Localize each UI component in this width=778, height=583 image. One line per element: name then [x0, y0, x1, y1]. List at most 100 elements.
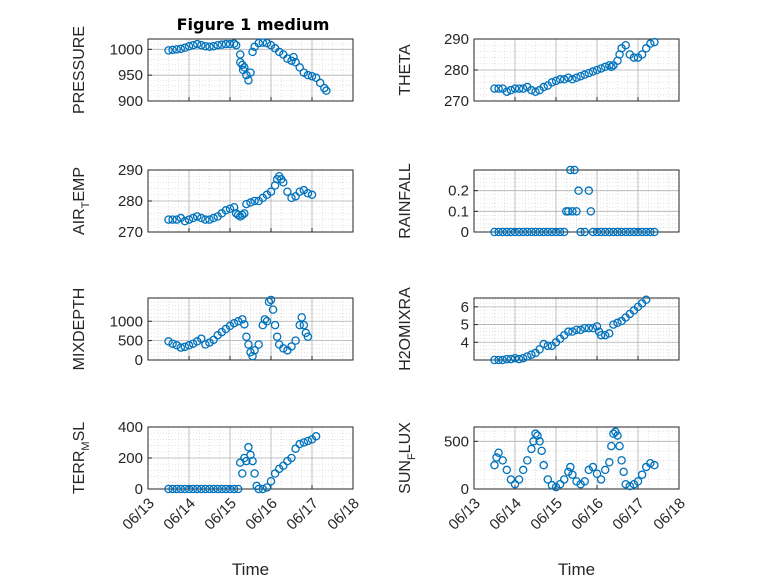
- data-point: [568, 327, 577, 336]
- data-point: [523, 352, 532, 361]
- subplot-6: 0 200 400 06/13 06/14 06/15 06/16 06/17 06/18 Tim…: [71, 419, 363, 579]
- data-point: [596, 64, 606, 73]
- subplot-5: 456 H2OMIXRA: [397, 287, 680, 371]
- data-point: [514, 227, 524, 237]
- data-point: [258, 38, 268, 47]
- data-point: [605, 329, 614, 338]
- data-point: [547, 480, 557, 490]
- data-point: [559, 475, 569, 484]
- data-point: [205, 484, 214, 494]
- data-point: [172, 45, 181, 54]
- data-point: [250, 346, 259, 355]
- data-point: [262, 38, 272, 48]
- y-axis-label-subscript: F: [406, 453, 418, 460]
- data-point: [307, 190, 317, 200]
- data-point: [607, 62, 616, 72]
- y-axis-label: SUNFLUX: [397, 422, 418, 494]
- data-point: [605, 227, 614, 237]
- data-point: [192, 484, 202, 494]
- data-point: [607, 441, 616, 451]
- y-axis-label: THETA: [397, 44, 414, 96]
- y-tick-label: 200: [118, 450, 143, 467]
- data-point: [633, 477, 643, 486]
- data-point: [201, 215, 210, 224]
- data-point: [506, 475, 516, 484]
- data-point: [217, 40, 227, 49]
- data-point: [295, 63, 304, 72]
- data-point: [164, 215, 173, 224]
- data-point: [615, 441, 624, 451]
- data-point: [617, 227, 626, 237]
- data-point: [502, 354, 512, 364]
- data-point: [225, 484, 235, 494]
- y-axis-label-subscript: T: [80, 201, 92, 208]
- data-point: [646, 39, 655, 48]
- data-point: [258, 484, 268, 494]
- data-point: [172, 215, 181, 224]
- data-point: [307, 71, 317, 81]
- data-point: [588, 323, 598, 333]
- data-point: [188, 339, 198, 348]
- data-point: [238, 60, 247, 70]
- data-point: [629, 227, 639, 237]
- data-point: [246, 198, 255, 207]
- data-point: [506, 227, 516, 237]
- y-tick-label: 0: [461, 224, 469, 241]
- data-point: [641, 227, 651, 237]
- x-axis-label: Time: [232, 560, 269, 579]
- data-point: [311, 432, 321, 441]
- x-tick-label: 06/16: [568, 495, 607, 534]
- data-point: [621, 40, 630, 50]
- data-point: [244, 442, 253, 452]
- data-point: [225, 204, 235, 213]
- data-point: [295, 439, 304, 449]
- data-point: [229, 39, 239, 48]
- data-point: [254, 38, 263, 48]
- data-point: [268, 305, 278, 314]
- data-point: [266, 295, 276, 305]
- data-point: [641, 295, 651, 305]
- data-point: [490, 227, 499, 237]
- data-point: [176, 484, 186, 494]
- data-point: [576, 227, 585, 237]
- data-point: [498, 456, 507, 465]
- y-axis-label: TERRMSL: [71, 422, 92, 494]
- axes-frame: [147, 297, 354, 361]
- data-point: [625, 481, 635, 491]
- data-point: [650, 227, 659, 237]
- y-axis-label: H2OMIXRA: [397, 287, 414, 371]
- data-point: [297, 313, 306, 322]
- data-point: [221, 39, 231, 49]
- data-point: [605, 458, 614, 467]
- data-point: [287, 193, 296, 203]
- data-point: [248, 456, 257, 466]
- data-point: [537, 446, 546, 456]
- data-point: [209, 484, 218, 494]
- data-point: [291, 58, 300, 67]
- y-tick-label: 1000: [110, 313, 143, 330]
- data-point: [299, 438, 309, 447]
- data-point: [184, 484, 194, 494]
- data-point: [164, 484, 173, 494]
- data-point: [543, 475, 553, 484]
- data-point: [209, 213, 218, 223]
- y-tick-label: 290: [118, 162, 143, 179]
- data-point: [518, 353, 528, 363]
- data-point: [576, 325, 585, 335]
- data-point: [514, 475, 524, 484]
- data-point: [299, 320, 309, 330]
- y-tick-label: 4: [461, 334, 469, 351]
- data-point: [197, 213, 206, 223]
- data-point: [609, 320, 618, 329]
- data-point: [197, 40, 206, 50]
- data-point: [600, 227, 610, 237]
- data-point: [502, 87, 512, 96]
- data-point: [555, 75, 565, 84]
- x-tick-label: 06/15: [201, 495, 240, 534]
- data-point: [494, 227, 503, 237]
- data-point: [242, 332, 251, 341]
- data-point: [572, 73, 581, 83]
- data-point: [201, 41, 210, 51]
- y-axis-label-part: EMP: [71, 167, 88, 202]
- y-tick-label: 0: [135, 352, 143, 369]
